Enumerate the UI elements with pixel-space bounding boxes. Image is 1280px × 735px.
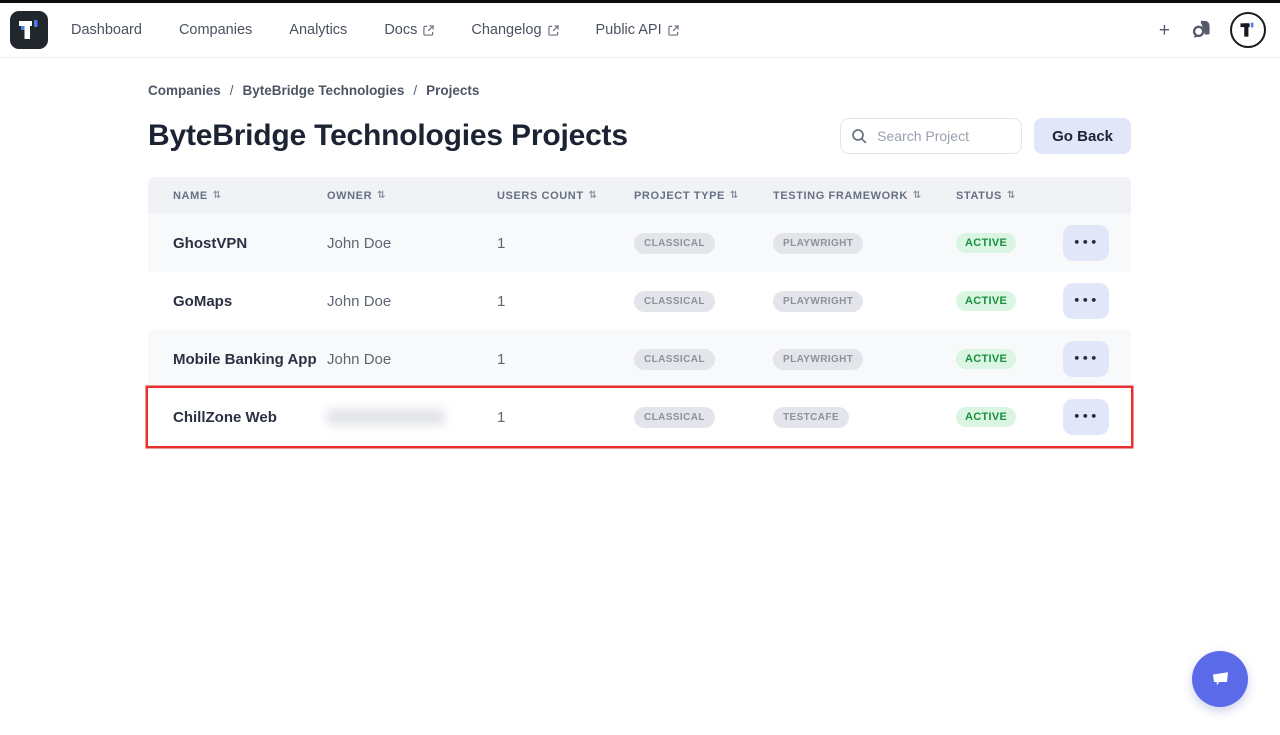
column-header-testing-framework[interactable]: TESTING FRAMEWORK ⇅ xyxy=(773,190,956,202)
nav-item-label: Changelog xyxy=(471,22,542,38)
nav-item-docs[interactable]: Docs xyxy=(384,22,435,38)
breadcrumb-item-projects[interactable]: Projects xyxy=(426,83,480,98)
users-count: 1 xyxy=(497,350,506,368)
nav-item-public-api[interactable]: Public API xyxy=(596,22,679,38)
project-name[interactable]: ChillZone Web xyxy=(173,408,277,426)
search-input[interactable] xyxy=(840,118,1023,154)
row-actions-button[interactable]: ••• xyxy=(1063,341,1109,377)
project-type-badge: CLASSICAL xyxy=(634,290,715,312)
status-badge: ACTIVE xyxy=(956,407,1017,427)
chat-widget-button[interactable] xyxy=(1192,651,1248,707)
column-header-label: USERS COUNT xyxy=(497,189,584,202)
redacted-owner xyxy=(327,409,445,425)
users-count: 1 xyxy=(497,408,506,426)
brand-logo-icon xyxy=(10,11,48,49)
sort-icon: ⇅ xyxy=(729,190,739,201)
testing-framework-badge: PLAYWRIGHT xyxy=(773,232,864,254)
sort-icon: ⇅ xyxy=(212,190,222,201)
nav-item-label: Companies xyxy=(178,22,253,38)
project-name[interactable]: GoMaps xyxy=(173,292,233,310)
column-header-status[interactable]: STATUS ⇅ xyxy=(956,190,1061,202)
nav-item-label: Dashboard xyxy=(71,22,142,38)
project-name[interactable]: Mobile Banking App xyxy=(173,350,317,368)
announcements-icon[interactable] xyxy=(1190,20,1210,40)
column-header-label: NAME xyxy=(173,189,208,202)
main-content: Companies / ByteBridge Technologies / Projec… xyxy=(148,83,1131,446)
brand-logo[interactable] xyxy=(10,11,48,49)
table-row: GoMaps John Doe 1 CLASSICAL PLAYWRIGHT ACTIVE… xyxy=(148,272,1131,330)
project-owner: John Doe xyxy=(327,234,392,252)
column-header-label: PROJECT TYPE xyxy=(634,189,725,202)
search-wrap xyxy=(840,118,1023,154)
status-badge: ACTIVE xyxy=(956,291,1017,311)
breadcrumb-separator: / xyxy=(229,83,234,98)
row-actions-button[interactable]: ••• xyxy=(1063,225,1109,261)
top-navigation: Dashboard Companies Analytics Docs Changelog… xyxy=(0,3,1280,58)
breadcrumb: Companies / ByteBridge Technologies / Projec… xyxy=(148,83,1131,98)
avatar-logo-icon xyxy=(1240,22,1254,37)
top-strip xyxy=(0,0,1280,3)
column-header-owner[interactable]: OWNER ⇅ xyxy=(327,190,497,202)
column-header-users-count[interactable]: USERS COUNT ⇅ xyxy=(497,190,634,202)
nav-item-label: Analytics xyxy=(289,22,348,38)
status-badge: ACTIVE xyxy=(956,349,1017,369)
project-owner: John Doe xyxy=(327,350,392,368)
table-row: Mobile Banking App John Doe 1 CLASSICAL PLAY… xyxy=(148,330,1131,388)
nav-item-dashboard[interactable]: Dashboard xyxy=(71,22,142,38)
breadcrumb-separator: / xyxy=(413,83,418,98)
breadcrumb-item-bytebridge-technologies[interactable]: ByteBridge Technologies xyxy=(242,83,405,98)
project-owner: John Doe xyxy=(327,292,392,310)
go-back-button[interactable]: Go Back xyxy=(1034,118,1131,154)
nav-item-changelog[interactable]: Changelog xyxy=(471,22,559,38)
testing-framework-badge: TESTCAFE xyxy=(773,406,849,428)
column-header-label: STATUS xyxy=(956,189,1002,202)
nav-right-actions: + xyxy=(1159,12,1266,48)
project-type-badge: CLASSICAL xyxy=(634,232,715,254)
nav-item-label: Docs xyxy=(384,22,418,38)
testing-framework-badge: PLAYWRIGHT xyxy=(773,348,864,370)
row-actions-button[interactable]: ••• xyxy=(1063,399,1109,435)
nav-item-analytics[interactable]: Analytics xyxy=(289,22,347,38)
sort-icon: ⇅ xyxy=(377,190,387,201)
row-actions-button[interactable]: ••• xyxy=(1063,283,1109,319)
table-body: GhostVPN John Doe 1 CLASSICAL PLAYWRIGHT ACTI… xyxy=(148,214,1131,446)
sort-icon: ⇅ xyxy=(588,190,598,201)
external-link-icon xyxy=(667,24,679,36)
external-link-icon xyxy=(423,24,435,36)
users-count: 1 xyxy=(497,292,506,310)
chat-bubble-icon xyxy=(1213,672,1228,686)
sort-icon: ⇅ xyxy=(912,190,922,201)
status-badge: ACTIVE xyxy=(956,233,1017,253)
external-link-icon xyxy=(547,24,559,36)
user-avatar[interactable] xyxy=(1230,12,1266,48)
column-header-project-type[interactable]: PROJECT TYPE ⇅ xyxy=(634,190,773,202)
table-row: ChillZone Web 1 CLASSICAL TESTCAFE ACTIVE ••• xyxy=(148,388,1131,446)
users-count: 1 xyxy=(497,234,506,252)
table-row: GhostVPN John Doe 1 CLASSICAL PLAYWRIGHT ACTI… xyxy=(148,214,1131,272)
page-title: ByteBridge Technologies Projects xyxy=(148,119,628,152)
column-header-name[interactable]: NAME ⇅ xyxy=(148,190,327,202)
project-type-badge: CLASSICAL xyxy=(634,348,715,370)
title-actions: Go Back xyxy=(840,118,1131,154)
project-name[interactable]: GhostVPN xyxy=(173,234,248,252)
table-header: NAME ⇅ OWNER ⇅ USERS COUNT ⇅ PROJECT TYPE ⇅ TEST… xyxy=(148,177,1131,214)
projects-table: NAME ⇅ OWNER ⇅ USERS COUNT ⇅ PROJECT TYPE ⇅ TEST… xyxy=(148,177,1131,446)
nav-item-companies[interactable]: Companies xyxy=(179,22,252,38)
project-type-badge: CLASSICAL xyxy=(634,406,715,428)
add-button[interactable]: + xyxy=(1158,19,1170,41)
project-owner xyxy=(327,409,497,425)
column-header-label: TESTING FRAMEWORK xyxy=(773,189,908,202)
sort-icon: ⇅ xyxy=(1006,190,1016,201)
search-icon xyxy=(852,129,867,144)
column-header-label: OWNER xyxy=(327,189,373,202)
title-row: ByteBridge Technologies Projects Go Back xyxy=(148,118,1131,154)
nav-item-label: Public API xyxy=(595,22,662,38)
breadcrumb-item-companies[interactable]: Companies xyxy=(148,83,221,98)
nav-items: Dashboard Companies Analytics Docs Changelog… xyxy=(71,22,679,38)
testing-framework-badge: PLAYWRIGHT xyxy=(773,290,864,312)
